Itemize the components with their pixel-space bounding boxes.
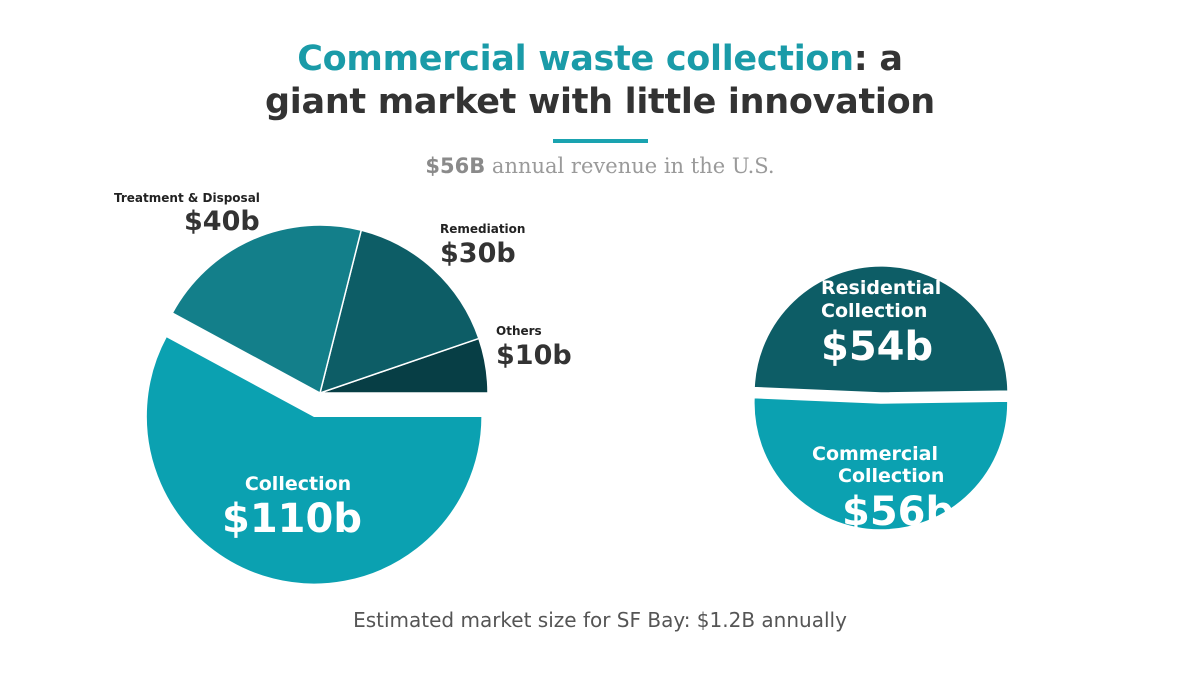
title-line-2: giant market with little innovation bbox=[265, 82, 935, 122]
pie-labels: Treatment & Disposal $40b Remediation $3… bbox=[114, 191, 954, 542]
title-divider bbox=[553, 139, 648, 143]
slice-remediation bbox=[318, 229, 480, 395]
pie-collection-split bbox=[753, 265, 1009, 531]
title-rest: : a bbox=[853, 39, 903, 79]
label-commercial-name-1: Commercial bbox=[812, 443, 938, 465]
slice-commercial-collection bbox=[753, 396, 1009, 531]
subtitle-rest: annual revenue in the U.S. bbox=[485, 154, 775, 178]
label-collection-name: Collection bbox=[245, 473, 351, 495]
slice-treatment-disposal bbox=[171, 224, 363, 395]
label-remediation-name: Remediation bbox=[440, 222, 525, 236]
label-commercial-value: $56b bbox=[842, 489, 954, 535]
slice-collection bbox=[145, 335, 483, 585]
label-others-name: Others bbox=[496, 324, 542, 338]
subtitle-strong: $56B bbox=[425, 154, 486, 178]
label-residential-value: $54b bbox=[821, 324, 933, 370]
footer-note: Estimated market size for SF Bay: $1.2B … bbox=[353, 608, 847, 632]
slice-residential-collection bbox=[753, 265, 1009, 394]
chart-subtitle: $56B annual revenue in the U.S. bbox=[0, 154, 1200, 178]
chart-title: Commercial waste collection: a giant mar… bbox=[0, 38, 1200, 124]
title-highlight: Commercial waste collection bbox=[297, 39, 854, 79]
label-residential-name-2: Collection bbox=[821, 300, 927, 322]
pie-waste-market bbox=[145, 224, 489, 585]
label-remediation-value: $30b bbox=[440, 238, 516, 269]
label-commercial-name-2: Collection bbox=[838, 465, 944, 487]
label-treatment-value: $40b bbox=[184, 206, 260, 237]
label-residential-name-1: Residential bbox=[821, 277, 941, 299]
label-collection-value: $110b bbox=[222, 496, 362, 542]
label-others-value: $10b bbox=[496, 340, 572, 371]
label-treatment-name: Treatment & Disposal bbox=[114, 191, 260, 205]
